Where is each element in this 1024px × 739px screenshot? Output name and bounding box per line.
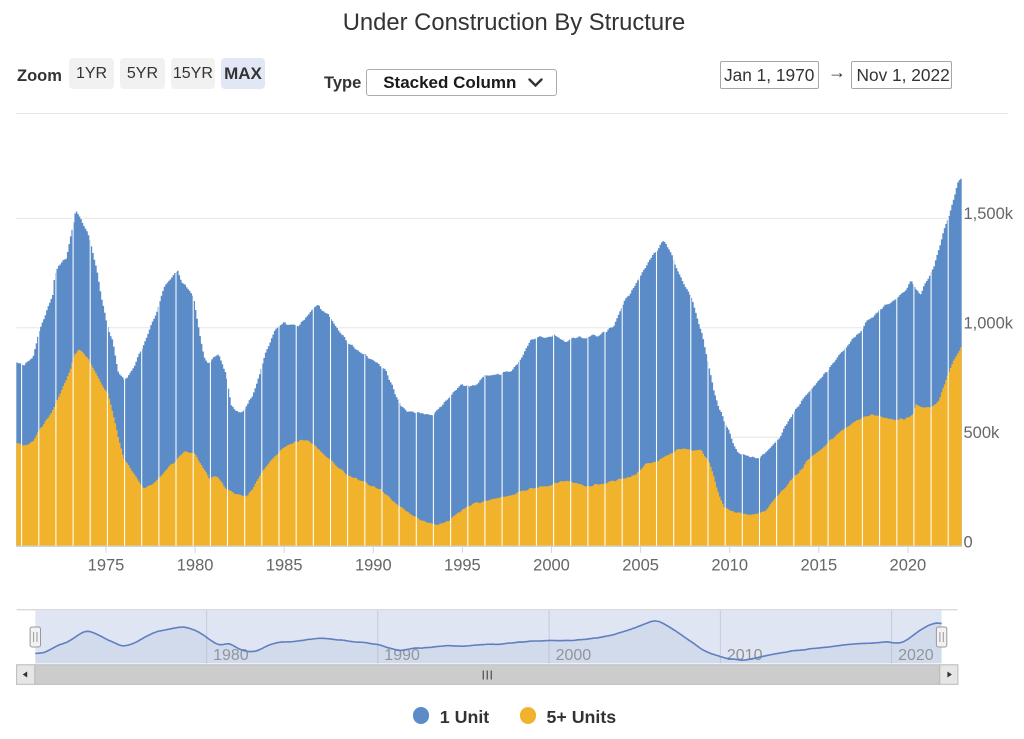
svg-text:1980: 1980 bbox=[177, 557, 214, 575]
svg-text:2015: 2015 bbox=[800, 557, 837, 575]
svg-text:2000: 2000 bbox=[533, 557, 570, 575]
svg-text:1980: 1980 bbox=[213, 647, 249, 664]
svg-text:2020: 2020 bbox=[898, 647, 934, 664]
svg-text:1,000k: 1,000k bbox=[964, 315, 1014, 333]
svg-text:1985: 1985 bbox=[266, 557, 303, 575]
svg-text:2020: 2020 bbox=[890, 557, 927, 575]
svg-text:1,500k: 1,500k bbox=[964, 205, 1014, 223]
svg-text:2000: 2000 bbox=[556, 647, 592, 664]
svg-text:500k: 500k bbox=[964, 424, 1001, 442]
svg-text:1975: 1975 bbox=[88, 557, 125, 575]
svg-text:0: 0 bbox=[964, 533, 973, 551]
svg-text:2010: 2010 bbox=[711, 557, 748, 575]
svg-text:1995: 1995 bbox=[444, 557, 481, 575]
svg-text:1990: 1990 bbox=[384, 647, 420, 664]
svg-text:1990: 1990 bbox=[355, 557, 392, 575]
svg-text:2005: 2005 bbox=[622, 557, 659, 575]
